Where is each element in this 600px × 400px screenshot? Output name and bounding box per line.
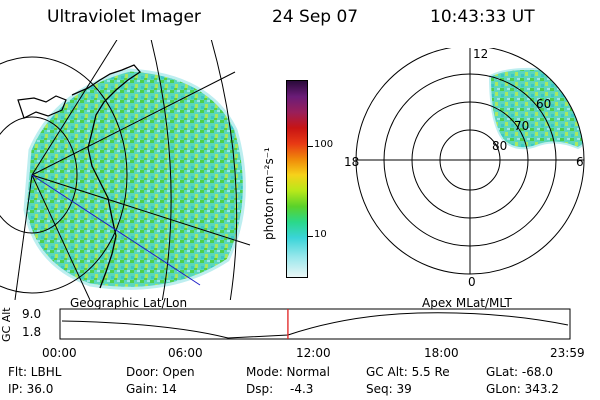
timeline-xtick-2359: 23:59 xyxy=(550,346,585,360)
status-ip: IP: 36.0 xyxy=(8,382,54,396)
timeline-ytick-9: 9.0 xyxy=(22,307,42,321)
polar-lat-70: 70 xyxy=(514,119,529,133)
colorbar xyxy=(286,80,308,278)
altitude-curve xyxy=(61,312,569,339)
timeline-xtick-1800: 18:00 xyxy=(424,346,459,360)
colorbar-unit-label: photon cm⁻²s⁻¹ xyxy=(262,147,276,240)
time-label: 10:43:33 UT xyxy=(430,7,535,27)
status-gc-alt: GC Alt: 5.5 Re xyxy=(366,365,450,379)
polar-map-label: Apex MLat/MLT xyxy=(422,296,512,310)
colorbar-tick-10: 10 xyxy=(314,229,327,240)
polar-map: 12 18 6 0 60 70 80 xyxy=(344,48,585,288)
geographic-map xyxy=(0,40,251,300)
timeline-xtick-0000: 00:00 xyxy=(42,346,77,360)
timeline-xtick-1200: 12:00 xyxy=(296,346,331,360)
geographic-aurora-image xyxy=(23,68,246,290)
status-flt: Flt: LBHL xyxy=(8,365,62,379)
status-seq: Seq: 39 xyxy=(366,382,412,396)
polar-hour-18: 18 xyxy=(344,155,359,169)
status-gain: Gain: 14 xyxy=(126,382,177,396)
timeline-frame xyxy=(59,308,571,340)
polar-hour-0: 0 xyxy=(468,275,476,288)
timeline-xtick-0600: 06:00 xyxy=(168,346,203,360)
coastline xyxy=(71,64,141,289)
polar-hour-6: 6 xyxy=(576,155,584,169)
date-label: 24 Sep 07 xyxy=(272,7,359,27)
timeline-ytick-1-8: 1.8 xyxy=(22,325,42,339)
colorbar-tick-100: 100 xyxy=(314,139,334,150)
timeline-ylabel: GC Alt xyxy=(0,307,13,342)
geographic-map-label: Geographic Lat/Lon xyxy=(70,296,188,310)
instrument-title: Ultraviolet Imager xyxy=(47,7,201,27)
timeline-plot xyxy=(59,308,571,340)
status-dsp-value: -4.3 xyxy=(290,382,314,396)
polar-lat-60: 60 xyxy=(536,97,551,111)
status-glat: GLat: -68.0 xyxy=(486,365,553,379)
status-dsp-label: Dsp: xyxy=(246,382,274,396)
polar-hour-12: 12 xyxy=(473,48,488,61)
status-glon: GLon: 343.2 xyxy=(486,382,559,396)
status-door: Door: Open xyxy=(126,365,195,379)
status-mode: Mode: Normal xyxy=(246,365,330,379)
polar-lat-80: 80 xyxy=(492,139,507,153)
